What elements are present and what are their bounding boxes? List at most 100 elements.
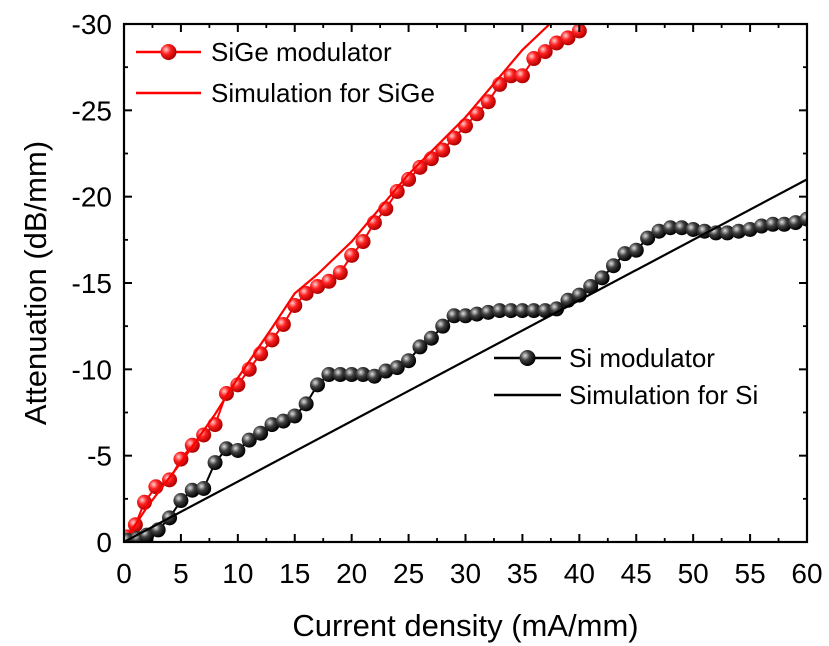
data-point [753, 218, 769, 234]
data-point [275, 316, 291, 332]
data-point [344, 367, 360, 383]
y-tick-label: -10 [72, 354, 112, 385]
legend-label: Simulation for Si [569, 380, 758, 410]
data-point [230, 377, 246, 393]
data-point [378, 363, 394, 379]
data-point [560, 30, 576, 46]
data-point [264, 332, 280, 348]
data-point [549, 301, 565, 317]
data-point [332, 265, 348, 281]
x-tick-label: 5 [173, 558, 189, 589]
x-tick-label: 35 [507, 558, 538, 589]
data-point [275, 413, 291, 429]
data-point [366, 368, 382, 384]
data-point [765, 216, 781, 232]
data-point [298, 396, 314, 412]
data-point [742, 221, 758, 237]
data-point [207, 455, 223, 471]
data-point [344, 247, 360, 263]
x-tick-label: 15 [279, 558, 310, 589]
y-tick-label: -25 [72, 95, 112, 126]
series-simulation-for-si [124, 178, 807, 542]
data-point [719, 225, 735, 241]
data-point [355, 234, 371, 250]
data-point [514, 303, 530, 319]
data-point [799, 211, 807, 227]
series-line [124, 178, 807, 542]
data-point [594, 270, 610, 286]
axes [122, 22, 809, 544]
x-tick-label: 30 [450, 558, 481, 589]
x-axis-label: Current density (mA/mm) [292, 608, 638, 643]
data-point [310, 377, 326, 393]
data-point [469, 306, 485, 322]
y-tick-labels: 0 -5 -10 -15 -20 -25 -30 [72, 9, 112, 558]
data-point [196, 427, 212, 443]
data-point [321, 273, 337, 289]
data-point [628, 242, 644, 258]
data-point [287, 297, 303, 313]
legend-marker [519, 350, 536, 366]
x-tick-label: 60 [791, 558, 822, 589]
data-point [287, 408, 303, 424]
data-point [355, 367, 371, 383]
series-simulation-for-sige [124, 24, 551, 542]
data-point [617, 246, 633, 262]
data-point [583, 278, 599, 294]
x-tick-label: 50 [678, 558, 709, 589]
legend-item: SiGe modulator [136, 37, 392, 67]
data-point [207, 417, 223, 433]
data-point [389, 360, 405, 376]
y-tick-label: -30 [72, 9, 112, 40]
data-point [503, 68, 519, 84]
data-point [514, 68, 530, 84]
data-point [435, 142, 451, 158]
data-point [526, 51, 542, 67]
data-point [389, 183, 405, 199]
legend-item: Si modulator [494, 343, 715, 373]
data-point [662, 220, 678, 236]
y-tick-label: -15 [72, 268, 112, 299]
data-point [480, 304, 496, 320]
legend-top-left: SiGe modulator Simulation for SiGe [136, 37, 435, 108]
legend-item: Simulation for Si [494, 380, 758, 410]
legend-right: Si modulator Simulation for Si [494, 343, 758, 410]
data-point [526, 303, 542, 319]
data-point [640, 230, 656, 246]
data-point [492, 303, 508, 319]
data-point [423, 330, 439, 346]
y-tick-label: -20 [72, 182, 112, 213]
x-tick-label: 55 [735, 558, 766, 589]
x-tick-label: 20 [336, 558, 367, 589]
data-point [731, 223, 747, 239]
legend-label: Si modulator [569, 343, 715, 373]
y-tick-label: 0 [96, 527, 112, 558]
y-axis-label: Attenuation (dB/mm) [18, 141, 53, 425]
data-point [412, 339, 428, 355]
data-point [605, 258, 621, 274]
data-point [310, 278, 326, 294]
data-point [230, 442, 246, 458]
legend-item: Simulation for SiGe [136, 78, 435, 108]
data-point [537, 44, 553, 60]
x-tick-label: 40 [564, 558, 595, 589]
data-point [435, 318, 451, 334]
x-tick-label: 45 [621, 558, 652, 589]
data-point [446, 308, 462, 324]
data-point [412, 159, 428, 175]
data-point [458, 308, 473, 324]
plot-area [124, 24, 807, 542]
data-point [446, 130, 462, 146]
data-point [674, 220, 690, 236]
data-point [503, 303, 519, 319]
data-point [241, 432, 257, 448]
legend-marker [160, 44, 177, 60]
series-line [124, 24, 551, 542]
legend-label: Simulation for SiGe [211, 78, 435, 108]
data-point [537, 303, 553, 319]
legend-label: SiGe modulator [211, 37, 392, 67]
data-point [173, 493, 189, 509]
data-point [264, 417, 280, 433]
data-point [298, 285, 314, 301]
